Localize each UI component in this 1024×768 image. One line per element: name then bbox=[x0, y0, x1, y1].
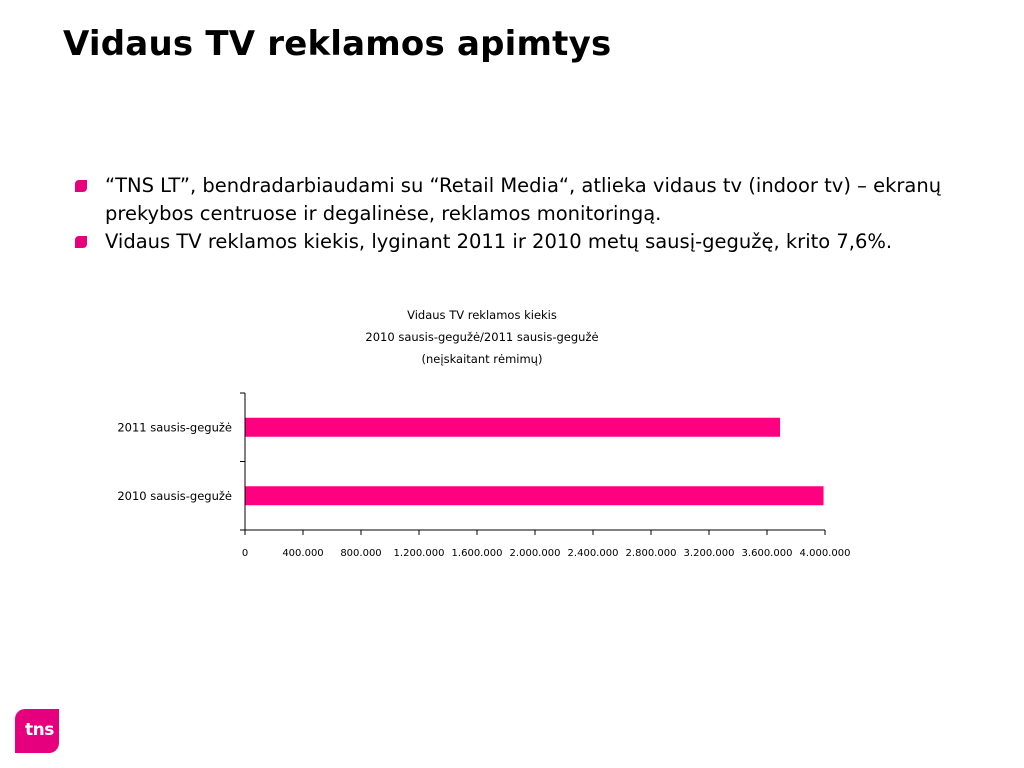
bullet-item: Vidaus TV reklamos kiekis, lyginant 2011… bbox=[75, 228, 945, 256]
bullet-marker-icon bbox=[75, 180, 87, 192]
x-tick-label: 400.000 bbox=[282, 548, 323, 559]
bullet-marker-icon bbox=[75, 236, 87, 248]
category-label: 2010 sausis-gegužė bbox=[117, 489, 232, 503]
bullet-text: Vidaus TV reklamos kiekis, lyginant 2011… bbox=[105, 230, 893, 253]
chart-title-line: (neįskaitant rėmimų) bbox=[422, 352, 543, 366]
x-tick-label: 0 bbox=[242, 548, 248, 559]
bullet-item: “TNS LT”, bendradarbiaudami su “Retail M… bbox=[75, 172, 945, 228]
x-tick-label: 2.400.000 bbox=[568, 548, 619, 559]
chart-title-line: Vidaus TV reklamos kiekis bbox=[407, 308, 557, 322]
x-tick-label: 1.200.000 bbox=[394, 548, 445, 559]
tns-logo: tns bbox=[15, 709, 59, 753]
bullet-list: “TNS LT”, bendradarbiaudami su “Retail M… bbox=[75, 172, 945, 256]
bullet-text: “TNS LT”, bendradarbiaudami su “Retail M… bbox=[105, 174, 942, 225]
x-tick-label: 3.600.000 bbox=[742, 548, 793, 559]
logo-text: tns bbox=[25, 720, 54, 740]
x-tick-label: 4.000.000 bbox=[800, 548, 851, 559]
x-tick-label: 3.200.000 bbox=[684, 548, 735, 559]
slide-title: Vidaus TV reklamos apimtys bbox=[63, 24, 612, 64]
x-tick-label: 800.000 bbox=[340, 548, 381, 559]
category-label: 2011 sausis-gegužė bbox=[117, 420, 232, 434]
x-tick-label: 2.000.000 bbox=[510, 548, 561, 559]
bar bbox=[245, 417, 781, 437]
chart-title-line: 2010 sausis-gegužė/2011 sausis-gegužė bbox=[365, 330, 598, 344]
x-tick-label: 2.800.000 bbox=[626, 548, 677, 559]
bar bbox=[245, 486, 824, 506]
x-tick-label: 1.600.000 bbox=[452, 548, 503, 559]
